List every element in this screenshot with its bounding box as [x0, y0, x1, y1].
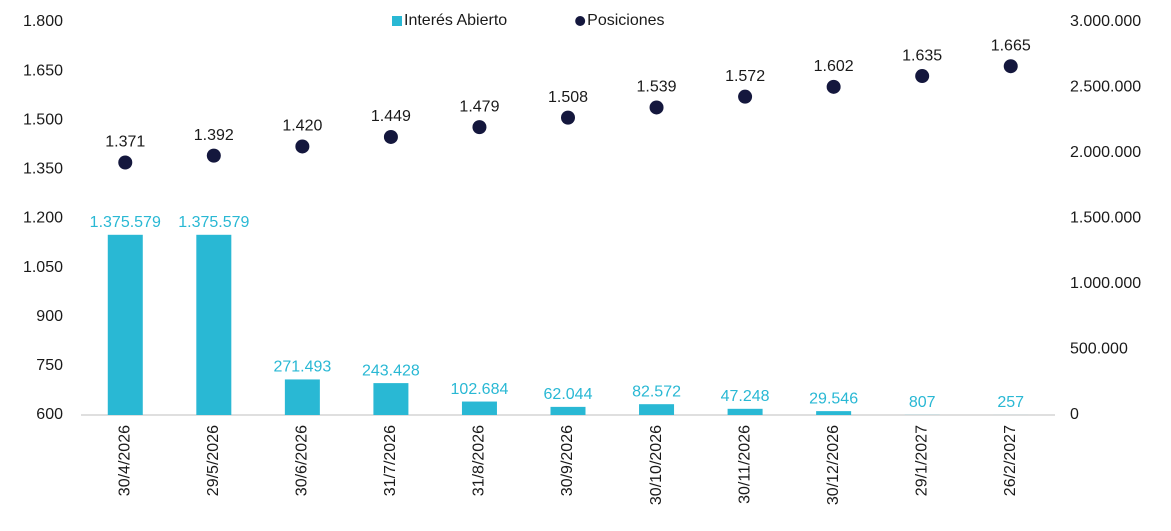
dot	[295, 139, 310, 154]
x-tick-label: 30/12/2026	[825, 425, 842, 505]
x-tick-label: 26/2/2027	[1002, 425, 1019, 496]
dot	[472, 120, 487, 135]
x-tick-label: 29/1/2027	[913, 425, 930, 496]
bar	[727, 408, 763, 415]
dot	[738, 89, 753, 104]
bar	[550, 406, 586, 415]
bar	[107, 234, 143, 415]
bar-value-label: 257	[997, 394, 1024, 411]
x-tick-label: 30/11/2026	[736, 425, 753, 504]
y2-tick-label: 0	[1070, 406, 1079, 423]
bar-value-label: 62.044	[544, 386, 593, 403]
y2-tick-label: 1.500.000	[1070, 210, 1141, 227]
dot-value-label: 1.602	[814, 58, 854, 75]
x-tick-label: 30/10/2026	[648, 425, 665, 505]
x-tick-label: 30/6/2026	[294, 425, 311, 496]
y-tick-label: 1.500	[23, 111, 63, 128]
y-tick-label: 750	[36, 357, 63, 374]
y-tick-label: 600	[36, 406, 63, 423]
dot	[383, 129, 398, 144]
dot-value-label: 1.371	[105, 134, 145, 151]
y-tick-label: 1.200	[23, 210, 63, 227]
bar-value-label: 807	[909, 394, 936, 411]
bar-value-label: 243.428	[362, 362, 420, 379]
dot	[1003, 59, 1018, 74]
y-tick-label: 1.800	[23, 13, 63, 30]
y-tick-label: 1.650	[23, 62, 63, 79]
legend-swatch	[575, 16, 586, 26]
y2-tick-label: 3.000.000	[1070, 13, 1141, 30]
y2-tick-label: 500.000	[1070, 341, 1128, 358]
y2-tick-label: 1.000.000	[1070, 275, 1141, 292]
x-tick-label: 31/8/2026	[471, 425, 488, 496]
dot	[561, 110, 575, 125]
dot-value-label: 1.572	[725, 68, 765, 85]
bar-value-label: 29.546	[809, 390, 858, 407]
x-tick-label: 30/4/2026	[116, 425, 133, 496]
bar-value-label: 102.684	[451, 381, 509, 398]
dot	[649, 100, 664, 115]
bar	[196, 234, 232, 415]
dot-value-label: 1.420	[282, 118, 322, 135]
y-tick-label: 1.050	[23, 259, 63, 276]
bar	[639, 404, 675, 415]
bar	[284, 379, 320, 415]
y2-tick-label: 2.500.000	[1070, 79, 1141, 96]
dot-value-label: 1.392	[194, 127, 234, 144]
bar-value-label: 82.572	[632, 383, 681, 400]
dot-value-label: 1.665	[991, 37, 1031, 54]
bar-value-label: 271.493	[273, 359, 331, 376]
legend-swatch	[392, 16, 402, 26]
x-tick-label: 30/9/2026	[559, 425, 576, 496]
dot-value-label: 1.635	[902, 47, 942, 64]
legend-label: Posiciones	[587, 12, 664, 29]
dot	[118, 155, 133, 170]
dot-value-label: 1.539	[637, 79, 677, 96]
dot-value-label: 1.508	[548, 89, 588, 106]
dot	[206, 148, 221, 163]
bar-value-label: 1.375.579	[90, 214, 161, 231]
bar-value-label: 47.248	[721, 388, 770, 405]
dot	[826, 79, 841, 94]
y2-tick-label: 2.000.000	[1070, 144, 1141, 161]
dot	[915, 69, 930, 84]
x-tick-label: 31/7/2026	[382, 425, 399, 496]
bar-value-label: 1.375.579	[178, 214, 249, 231]
x-tick-label: 29/5/2026	[205, 425, 222, 496]
dot-value-label: 1.479	[459, 98, 499, 115]
legend-label: Interés Abierto	[404, 12, 507, 29]
bar	[816, 411, 852, 415]
y-tick-label: 900	[36, 308, 63, 325]
bar	[373, 383, 409, 415]
y-tick-label: 1.350	[23, 161, 63, 178]
dot-value-label: 1.449	[371, 108, 411, 125]
bar	[461, 401, 497, 415]
